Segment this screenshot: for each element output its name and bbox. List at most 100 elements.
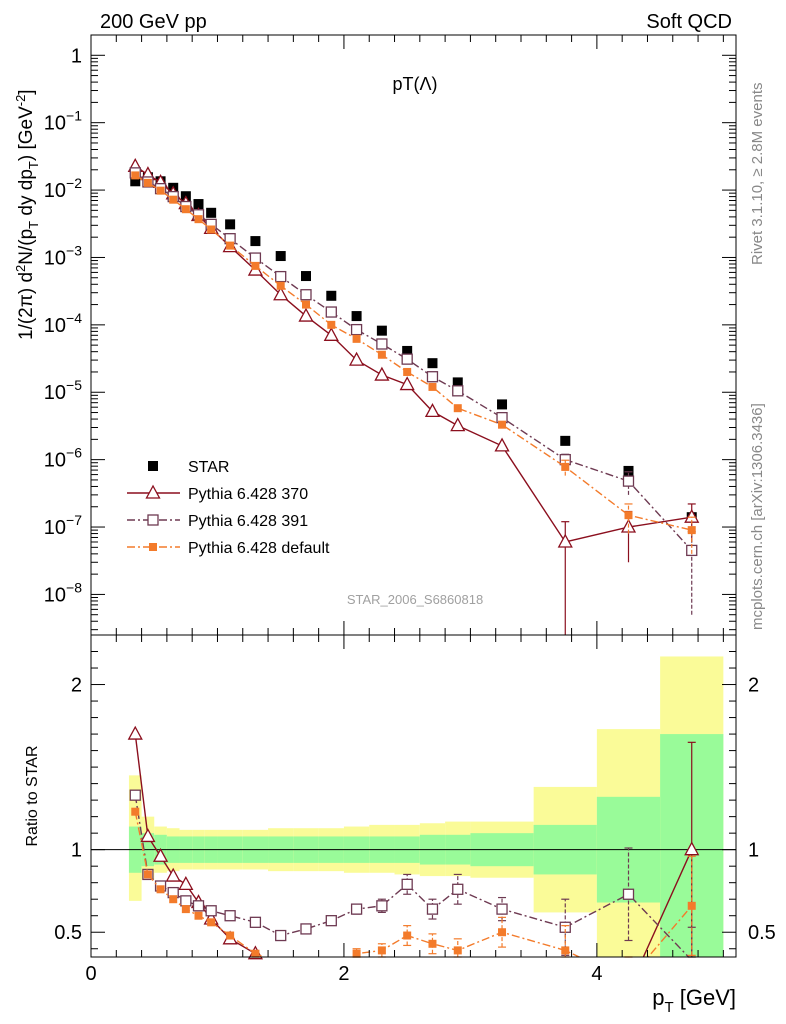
data-point — [497, 399, 508, 410]
legend-marker — [147, 514, 159, 526]
data-point — [302, 300, 310, 309]
main-y-tick-label: 10−3 — [44, 242, 82, 269]
data-point — [325, 306, 337, 318]
x-axis-label: pT [GeV] — [652, 985, 736, 1016]
legend-label: STAR — [188, 459, 229, 476]
ratio-y-tick-label: 2 — [71, 675, 82, 697]
ratio-series-pythia-6-428-default — [131, 807, 696, 958]
ratio-data-point — [249, 916, 262, 928]
ratio-data-point — [169, 895, 178, 904]
ratio-data-point — [127, 725, 143, 740]
data-point — [624, 511, 633, 520]
header-left-label: 200 GeV pp — [100, 11, 207, 33]
ratio-y-tick-label: 1 — [71, 840, 82, 862]
data-point — [427, 358, 438, 369]
data-point — [561, 462, 570, 471]
x-tick-label: 2 — [338, 963, 349, 985]
ratio-y-axis-label: Ratio to STAR — [24, 745, 41, 846]
data-point — [622, 475, 635, 487]
data-point — [327, 320, 336, 329]
data-point — [273, 286, 289, 301]
ratio-data-point — [192, 900, 205, 912]
data-point — [348, 351, 365, 366]
data-point — [623, 465, 634, 476]
ratio-data-point — [452, 883, 464, 895]
ratio-panel: 0 2 4 0.5 1 2 0.5 1 2 Ratio to STAR pT [GeV] — [24, 634, 776, 1016]
ratio-y-tick-label: 0.5 — [54, 922, 82, 944]
data-point — [275, 270, 287, 283]
data-point — [557, 533, 573, 548]
data-point — [131, 171, 140, 180]
ratio-data-point — [377, 946, 386, 955]
ratio-data-point — [325, 915, 337, 927]
ratio-data-point — [275, 929, 287, 942]
ratio-data-point — [376, 900, 388, 912]
main-y-axis-label: 1/(2π) d2N/(pT dy dpT) [GeV-2] — [13, 89, 41, 340]
main-y-axis: 1 10−1 10−2 10−3 10−4 10−5 10−6 10−7 10−8 — [44, 34, 736, 635]
legend-item: Pythia 6.428 391 — [127, 513, 308, 530]
rivet-version-label: Rivet 3.1.10, ≥ 2.8M events — [749, 83, 766, 266]
data-point — [450, 417, 466, 432]
data-point — [225, 219, 236, 230]
main-series-layer — [127, 157, 700, 635]
analysis-id-label: STAR_2006_S6860818 — [347, 592, 483, 607]
header-right-label: Soft QCD — [646, 11, 732, 33]
ratio-data-point — [401, 878, 413, 890]
main-y-tick-label: 10−4 — [44, 310, 82, 337]
data-point — [194, 215, 203, 224]
legend-marker — [148, 461, 158, 471]
legend-item: Pythia 6.428 default — [127, 540, 330, 557]
ratio-series-pythia-6-428-391 — [129, 789, 696, 958]
data-point — [376, 338, 388, 350]
data-point — [143, 178, 152, 187]
ratio-data-point — [152, 847, 169, 862]
data-point — [226, 241, 235, 250]
data-point — [351, 311, 362, 322]
data-point — [301, 271, 311, 282]
data-point — [401, 353, 413, 365]
ratio-data-point — [224, 910, 236, 922]
data-point — [323, 326, 339, 341]
data-point — [403, 367, 412, 376]
ratio-data-point — [453, 946, 462, 955]
data-point — [352, 334, 361, 343]
ratio-data-point — [300, 923, 312, 935]
data-point — [399, 376, 415, 391]
ratio-y-tick-label-right: 2 — [748, 675, 759, 697]
legend-label: Pythia 6.428 391 — [188, 513, 308, 530]
data-point — [376, 325, 387, 336]
legend: STAR Pythia 6.428 370 Pythia 6.428 391 Pyth… — [127, 459, 330, 557]
main-y-tick-label: 10−7 — [44, 512, 82, 539]
data-point — [452, 377, 463, 388]
data-point — [251, 261, 260, 270]
main-y-tick-label: 10−1 — [44, 108, 82, 135]
data-point — [560, 435, 571, 446]
data-point — [452, 385, 464, 397]
ratio-data-point — [143, 870, 152, 879]
ratio-data-point — [140, 828, 156, 843]
ratio-axes: 0 2 4 0.5 1 2 0.5 1 2 — [54, 635, 776, 985]
ratio-data-point — [561, 946, 570, 955]
ratio-data-point — [207, 918, 216, 927]
ratio-data-point — [687, 901, 696, 910]
data-point — [181, 205, 190, 214]
main-panel: STAR Pythia 6.428 370 Pythia 6.428 391 Pyth… — [13, 34, 737, 636]
ratio-data-point — [684, 841, 700, 856]
ratio-data-point — [352, 949, 361, 958]
data-point — [250, 236, 261, 247]
ratio-uncertainty-bands — [91, 656, 736, 957]
ratio-data-point — [181, 905, 190, 914]
mcplots-label: mcplots.cern.ch [arXiv:1306.3436] — [749, 403, 766, 630]
data-point — [249, 252, 262, 264]
ratio-y-tick-label-right: 0.5 — [748, 922, 776, 944]
legend-item: STAR — [148, 459, 229, 476]
ratio-data-point — [226, 931, 235, 940]
data-point — [169, 195, 178, 204]
main-y-tick-label: 10−8 — [44, 579, 82, 606]
data-point — [156, 186, 165, 195]
ratio-series-line — [134, 811, 693, 957]
ratio-data-point — [129, 789, 141, 801]
data-point — [494, 437, 510, 452]
ratio-plot-frame — [90, 634, 737, 958]
legend-label: Pythia 6.428 default — [188, 540, 330, 557]
